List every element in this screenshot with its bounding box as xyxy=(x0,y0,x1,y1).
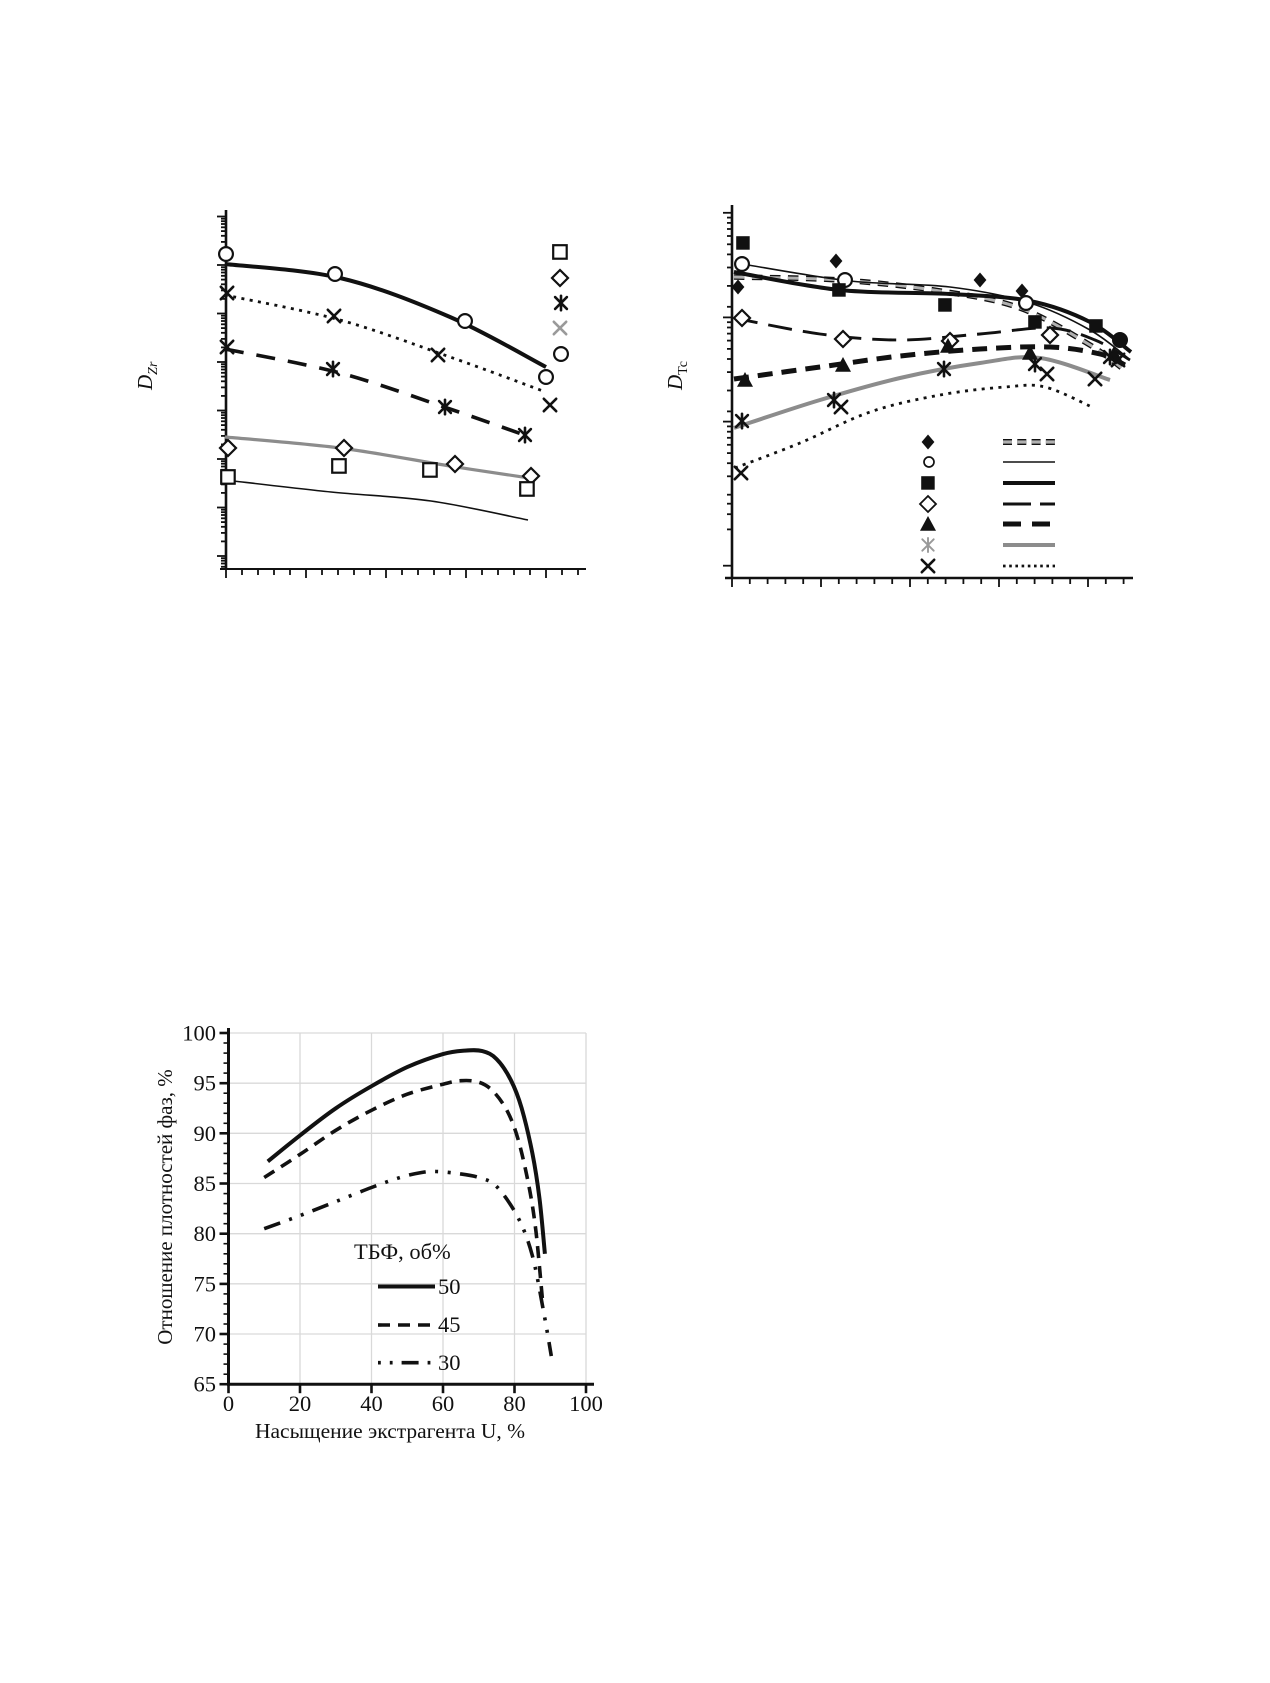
svg-text:65: 65 xyxy=(194,1372,217,1397)
svg-text:95: 95 xyxy=(194,1071,217,1096)
svg-text:45: 45 xyxy=(438,1312,461,1337)
svg-text:Насыщение экстрагента U, %: Насыщение экстрагента U, % xyxy=(255,1419,525,1443)
svg-text:80: 80 xyxy=(194,1221,217,1246)
svg-text:60: 60 xyxy=(432,1391,455,1416)
svg-text:Отношение плотностей фаз, %: Отношение плотностей фаз, % xyxy=(153,1069,177,1345)
svg-text:70: 70 xyxy=(194,1322,217,1347)
svg-text:50: 50 xyxy=(438,1274,461,1299)
svg-text:30: 30 xyxy=(438,1350,461,1375)
svg-text:40: 40 xyxy=(360,1391,383,1416)
svg-text:100: 100 xyxy=(182,1021,216,1046)
svg-text:90: 90 xyxy=(194,1121,217,1146)
svg-text:20: 20 xyxy=(289,1391,312,1416)
svg-text:100: 100 xyxy=(569,1391,603,1416)
svg-text:80: 80 xyxy=(503,1391,526,1416)
svg-text:85: 85 xyxy=(194,1171,217,1196)
svg-text:0: 0 xyxy=(223,1391,234,1416)
svg-text:ТБФ, об%: ТБФ, об% xyxy=(354,1239,451,1264)
svg-text:75: 75 xyxy=(194,1271,217,1296)
